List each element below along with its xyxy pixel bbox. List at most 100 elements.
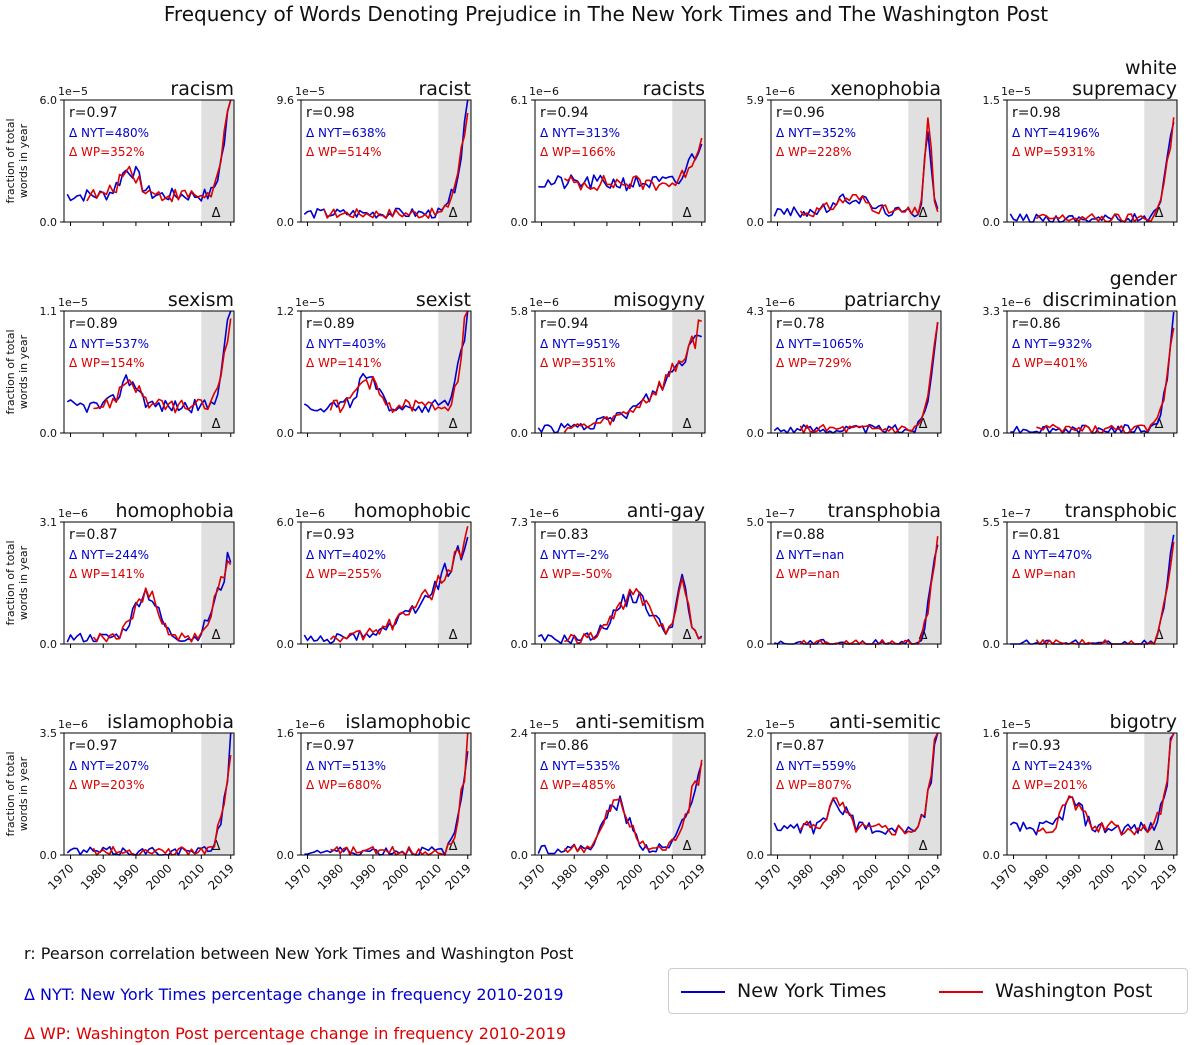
axes-frame	[770, 99, 942, 223]
series-line-wp	[86, 99, 232, 203]
panel-nyt-change: Δ NYT=513%	[306, 759, 386, 773]
y-exponent: 1e−6	[58, 718, 88, 731]
series-line-wp	[564, 577, 702, 645]
panel-wp-change: Δ WP=201%	[1012, 778, 1088, 792]
y-exponent: 1e−6	[529, 296, 559, 309]
shade-delta-label: Δ	[1155, 206, 1164, 221]
panel-r-value: r=0.88	[776, 527, 825, 543]
series-line-wp	[1035, 541, 1175, 645]
series-line-wp	[92, 559, 232, 643]
panel-title: bigotry	[1109, 711, 1177, 733]
y-axis-label-line1: fraction of total	[4, 329, 17, 414]
y-tick-label-max: 1.5	[983, 94, 1001, 107]
note-wp: Δ WP: Washington Post percentage change …	[24, 1024, 567, 1043]
panel-title: racist	[418, 78, 471, 100]
panel-nyt-change: Δ NYT=402%	[306, 548, 386, 562]
panel-wp-change: Δ WP=nan	[1012, 567, 1076, 581]
series-line-nyt	[538, 143, 703, 192]
panel-wp-change: Δ WP=680%	[306, 778, 382, 792]
panel-r-value: r=0.97	[69, 738, 118, 754]
series-line-wp	[329, 526, 469, 643]
axes-frame	[534, 310, 706, 434]
shade-region	[201, 733, 234, 855]
panel-r-value: r=0.98	[1012, 105, 1061, 121]
shade-region	[201, 100, 234, 222]
panel-r-value: r=0.97	[69, 105, 118, 121]
y-tick-label-max: 1.6	[277, 727, 295, 740]
panel-title: sexist	[416, 289, 471, 311]
shade-delta-label: Δ	[683, 628, 692, 643]
panel-title: patriarchy	[844, 289, 941, 311]
series-line-nyt	[66, 310, 232, 414]
shade-delta-label: Δ	[212, 417, 221, 432]
shade-delta-label: Δ	[449, 206, 458, 221]
panel-wp-change: Δ WP=154%	[69, 356, 145, 370]
panel-nyt-change: Δ NYT=4196%	[1012, 126, 1100, 140]
panel-r-value: r=0.89	[69, 316, 118, 332]
panel-title: anti-semitism	[575, 711, 705, 733]
y-tick-label-max: 5.0	[747, 516, 765, 529]
panel-title: homophobia	[115, 500, 234, 522]
shade-delta-label: Δ	[212, 628, 221, 643]
y-exponent: 1e−6	[529, 85, 559, 98]
panel-title: islamophobic	[345, 711, 471, 733]
panel-homophobia: Δ 3.1 0.0 1e−6 homophobia r=0.87 Δ NYT=244% Δ W…	[4, 500, 235, 651]
chart-title: Frequency of Words Denoting Prejudice in…	[164, 2, 1048, 26]
series-line-wp	[1036, 732, 1175, 836]
panel-nyt-change: Δ NYT=-2%	[540, 548, 609, 562]
shade-region	[1144, 733, 1177, 855]
panel-wp-change: Δ WP=141%	[69, 567, 145, 581]
panel-nyt-change: Δ NYT=537%	[69, 337, 149, 351]
y-tick-label-min: 0.0	[983, 638, 1001, 651]
shade-delta-label: Δ	[919, 417, 928, 432]
y-tick-label-min: 0.0	[277, 427, 295, 440]
shade-delta-label: Δ	[683, 417, 692, 432]
panel-racists: Δ 6.1 0.0 1e−6 racists r=0.94 Δ NYT=313% Δ WP=1…	[511, 78, 706, 229]
panel-nyt-change: Δ NYT=243%	[1012, 759, 1092, 773]
axes-frame	[1006, 99, 1178, 223]
shade-region	[1144, 100, 1177, 222]
panel-wp-change: Δ WP=401%	[1012, 356, 1088, 370]
series-line-wp	[1036, 327, 1175, 434]
y-exponent: 1e−5	[58, 296, 88, 309]
shade-region	[908, 733, 941, 855]
x-tick-label: 1990	[1054, 861, 1085, 892]
x-tick-label: 1980	[315, 861, 346, 892]
y-tick-label-max: 1.1	[40, 305, 58, 318]
x-tick-label: 2000	[380, 861, 411, 892]
panel-title: racists	[643, 78, 705, 100]
panel-nyt-change: Δ NYT=470%	[1012, 548, 1092, 562]
y-tick-label-min: 0.0	[983, 216, 1001, 229]
y-tick-label-max: 2.4	[511, 727, 529, 740]
x-tick-label: 2019	[912, 861, 943, 892]
panel-title: misogyny	[613, 289, 705, 311]
y-axis-label-line2: words in year	[17, 756, 30, 831]
y-exponent: 1e−6	[765, 85, 795, 98]
panel-r-value: r=0.87	[69, 527, 118, 543]
y-tick-label-max: 9.6	[277, 94, 295, 107]
y-tick-label-max: 3.3	[983, 305, 1001, 318]
panel-r-value: r=0.96	[776, 105, 825, 121]
panel-r-value: r=0.87	[776, 738, 825, 754]
panel-title: anti-semitic	[829, 711, 941, 733]
x-tick-label: 2019	[442, 861, 473, 892]
x-tick-label: 2019	[1148, 861, 1179, 892]
y-tick-label-max: 1.6	[983, 727, 1001, 740]
y-exponent: 1e−6	[58, 507, 88, 520]
panel-r-value: r=0.93	[306, 527, 355, 543]
y-tick-label-min: 0.0	[747, 638, 765, 651]
y-axis-label-line2: words in year	[17, 334, 30, 409]
axes-frame	[770, 521, 942, 645]
axes-frame	[534, 521, 706, 645]
panel-nyt-change: Δ NYT=nan	[776, 548, 844, 562]
panel-nyt-change: Δ NYT=932%	[1012, 337, 1092, 351]
panel-nyt-change: Δ NYT=480%	[69, 126, 149, 140]
x-tick-label: 2010	[647, 861, 678, 892]
y-tick-label-min: 0.0	[511, 427, 529, 440]
panel-sexism: Δ 1.1 0.0 1e−5 sexism r=0.89 Δ NYT=537% Δ WP=15…	[4, 289, 235, 440]
panel-r-value: r=0.94	[540, 105, 589, 121]
panel-r-value: r=0.98	[306, 105, 355, 121]
